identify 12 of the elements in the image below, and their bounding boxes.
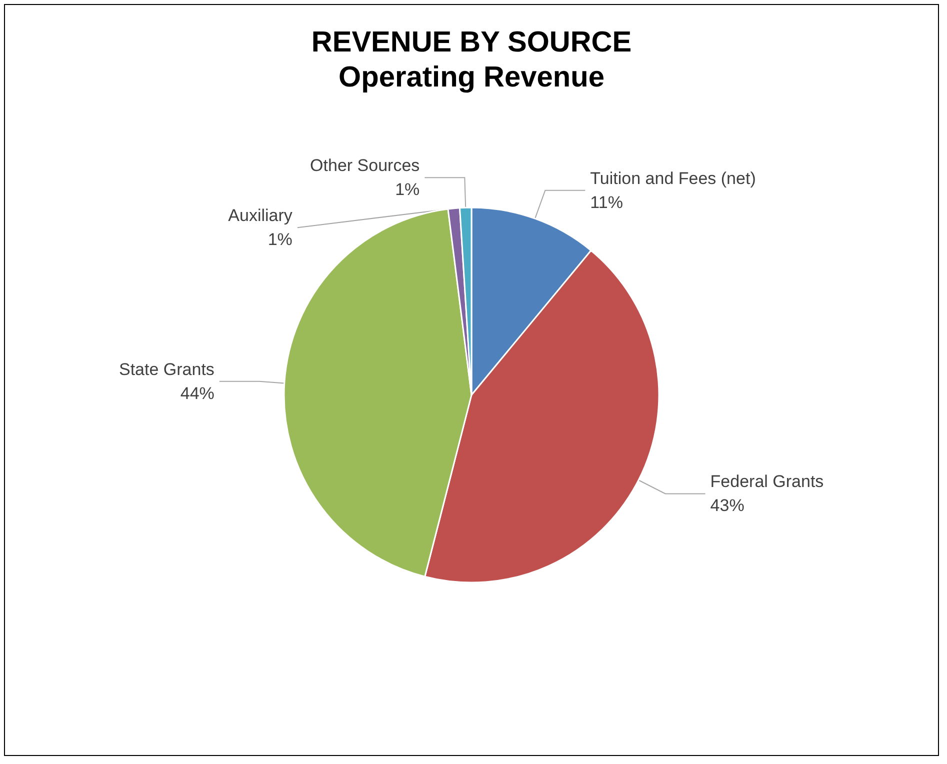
slice-label: Federal Grants: [710, 472, 824, 492]
slice-label: State Grants: [118, 360, 214, 379]
slice-label: Other Sources: [310, 156, 420, 176]
slice-label: Auxiliary: [228, 206, 293, 226]
data-label: 11%: [590, 192, 623, 212]
data-label: 43%: [710, 496, 744, 516]
data-label: 1%: [268, 230, 292, 250]
slice-label: Tuition and Fees (net): [590, 168, 756, 188]
chart-title: REVENUE BY SOURCE: [311, 26, 632, 58]
chart-subtitle: Operating Revenue: [338, 62, 604, 94]
data-label: 44%: [180, 384, 214, 403]
data-label: 1%: [395, 180, 420, 200]
